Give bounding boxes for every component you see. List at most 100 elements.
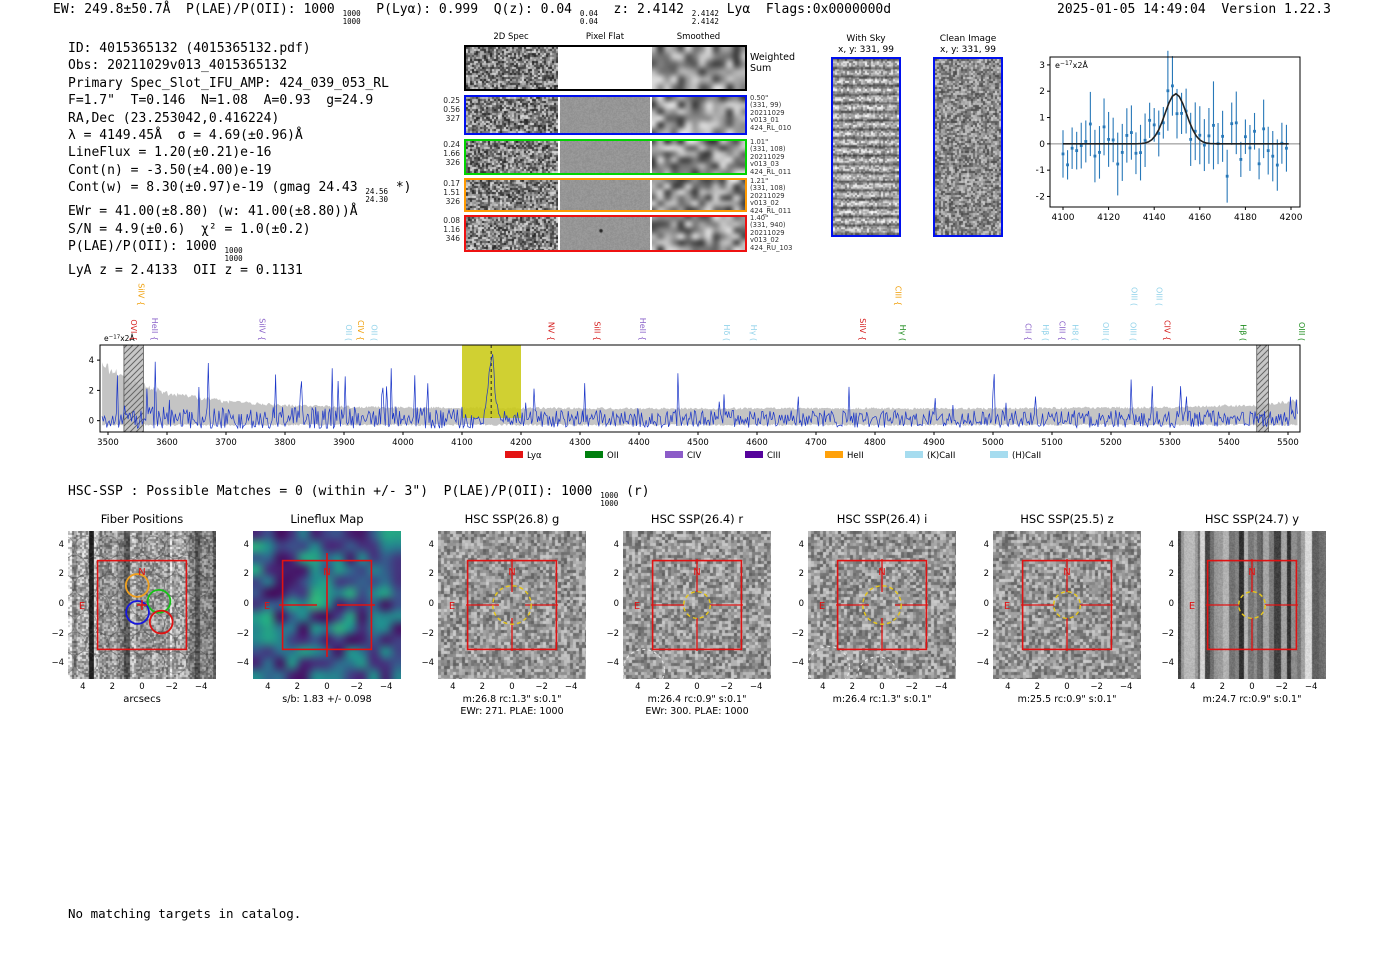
cutout-xtick: 4 [1190,682,1196,692]
line-label: OIII ( [1128,322,1137,341]
info-line: Obs: 20211029v013_4015365132 [68,58,288,74]
spec2d-right-value: v013_01 [750,116,780,125]
sky-canvas [833,59,899,235]
svg-text:4800: 4800 [864,438,886,448]
cutout-ytick: 2 [798,569,804,580]
svg-text:1: 1 [1039,114,1045,124]
legend-swatch [825,451,843,458]
cutout-xtick: −2 [350,682,363,692]
spec2d-2d-image [466,141,558,173]
spec2d-left-value: 1.51 [443,188,460,197]
cutout-subline: EWr: 300. PLAE: 1000 [645,706,749,717]
cutout-ytick: −2 [976,628,989,639]
spec2d-right-value: 20211029 [750,108,785,117]
stacked-fraction: 1000 1000 [342,9,361,26]
cutout-xtick: −2 [1275,682,1288,692]
clean-image [933,57,1003,237]
spec2d-smoothed-image [652,47,745,89]
crosshair [651,559,743,651]
svg-text:4100: 4100 [451,438,473,448]
spec2d-right-value: v013_03 [750,160,780,169]
svg-text:0: 0 [89,417,94,427]
spec2d-2d-image [466,97,558,133]
header-version: Version 1.22.3 [1221,2,1331,17]
svg-text:5300: 5300 [1159,438,1181,448]
cutout-xtick: −2 [165,682,178,692]
svg-text:4700: 4700 [805,438,827,448]
main-spectrum-svg: 3500 3600 3700 3800 3900 4000 4100 4200 4300 4400… [89,283,1307,461]
svg-text:4500: 4500 [687,438,709,448]
spec2d-pixelflat-image [560,180,650,210]
svg-text:3800: 3800 [274,438,296,448]
spec2d-pixelflat-image [560,217,650,250]
line-label: OIII ( [1154,287,1163,306]
cutout-title-hsc-5: HSC SSP(25.5) z [1020,512,1114,526]
cutout-ytick: 4 [243,539,249,550]
cutout-image-5 [993,531,1141,679]
aperture-circle [492,585,532,625]
spec2d-left-value: 0.24 [443,140,460,149]
spec2d-right-value: 424_RU_103 [750,243,793,252]
cutout-image-4 [808,531,956,679]
cutout-overlay: NE [449,559,558,651]
cutout-xtick: 4 [450,682,456,692]
svg-text:4600: 4600 [746,438,768,448]
cutout-xtick: 2 [109,682,116,692]
line-label: OIII ( [1297,322,1306,341]
header-spacer [1206,2,1222,17]
spec2d-row [464,178,747,212]
spec2d-right-value: 424_RL_011 [750,206,792,215]
cutout-title-hsc-3: HSC SSP(26.4) r [650,512,744,526]
cutout-ytick: 4 [983,539,989,550]
compass-north-label: N [138,567,145,578]
spec2d-right-value: 20211029 [750,228,785,237]
footer-line-1: No matching targets in catalog. [68,906,302,921]
cutout-xtick: −2 [1090,682,1103,692]
spec2d-left-value: 346 [445,234,460,243]
cutout-title-hsc-4: HSC SSP(26.4) i [836,512,928,526]
ghost-aperture-circle [808,645,851,679]
spec2d-row-right-labels: 1.21" (331, 108) 20211029 v013_02 424_RL_011 [750,177,802,215]
spec2d-left-value: 1.16 [443,225,460,234]
stacked-fraction: 24.56 24.30 [365,187,388,204]
line-fit-inset-plot: 4100 4120 4140 4160 4180 4200 3 2 1 0 −1 −2 e−17x2Å [1032,46,1306,224]
spec2d-left-value: 326 [445,197,460,206]
cutout-subline: EWr: 271. PLAE: 1000 [460,706,564,717]
info-line: S/N = 4.9(±0.6) χ² = 1.0(±0.2) [68,221,311,237]
spec2d-right-value: (331, 108) [750,184,786,193]
cutout-overlay: NE [264,553,375,657]
cutout-ytick: 2 [428,569,434,580]
ghost-aperture-circle [856,656,899,679]
spec2d-right-value: (331, 940) [750,221,786,230]
extraction-box [96,559,188,651]
info-line: Cont(w) = 8.30(±0.97)e-19 (gmag 24.43 24… [68,180,412,204]
cutout-ytick: 4 [1168,539,1174,550]
cutout-overlay: NE [623,559,743,679]
svg-text:5400: 5400 [1218,438,1240,448]
cutout-ytick: −4 [51,658,64,669]
extraction-box [651,559,743,651]
line-label: CIII { [894,286,903,306]
main-spectrum-unit-label: e−17x2Å [104,334,135,343]
spec2d-pixelflat-image [560,141,650,173]
extraction-box [281,559,373,651]
spec2d-row [464,139,747,175]
cutout-xtick: 0 [879,682,885,692]
legend-swatch [505,451,523,458]
cutout-ytick: 0 [428,599,434,609]
line-label: SiIV { [137,283,146,306]
cutout-xlabel: arcsecs [123,694,161,705]
cutout-ytick: 0 [983,599,989,609]
spec2d-left-value: 0.08 [443,216,460,225]
spec2d-row-left-labels: 0.25 0.56 327 [436,96,460,123]
cutout-title-stripes-6: HSC SSP(24.7) y [1204,512,1300,526]
legend-label: CIV [687,451,701,461]
svg-text:4200: 4200 [510,438,532,448]
crosshair [466,559,558,651]
svg-text:2: 2 [1039,87,1045,97]
cutout-xtick: −4 [194,682,208,692]
line-label: SiIV { [258,318,267,341]
spec2d-right-value: 20211029 [750,152,785,161]
legend-label: (H)CaII [1012,451,1041,461]
cutout-ytick: −4 [1161,658,1174,669]
